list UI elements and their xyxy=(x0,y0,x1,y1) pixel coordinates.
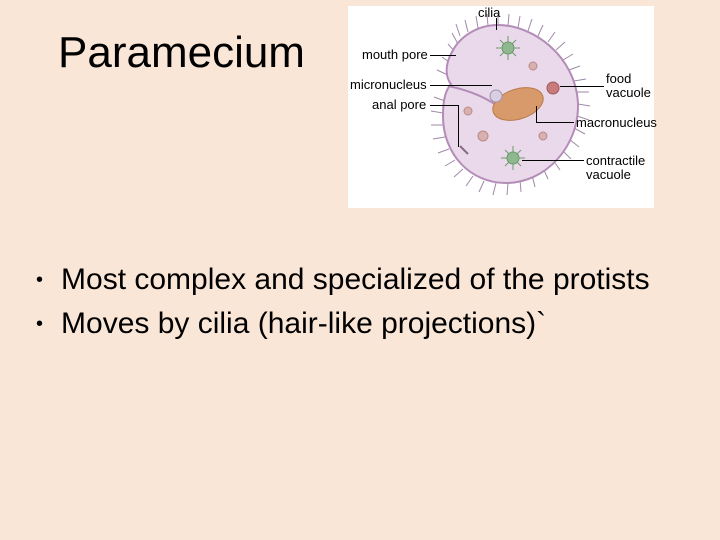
bullet-list: • Most complex and specialized of the pr… xyxy=(36,260,676,348)
list-item: • Moves by cilia (hair-like projections)… xyxy=(36,304,676,344)
leader-line xyxy=(536,106,537,123)
leader-line xyxy=(560,86,604,87)
food-vacuole xyxy=(547,82,559,94)
leader-line xyxy=(522,160,584,161)
leader-line xyxy=(536,122,574,123)
label-cilia: cilia xyxy=(478,6,500,20)
label-macronucleus: macronucleus xyxy=(576,116,657,130)
label-micronucleus: micronucleus xyxy=(350,78,427,92)
paramecium-diagram: cilia mouth pore micronucleus anal pore … xyxy=(348,6,654,208)
leader-line xyxy=(430,55,456,56)
leader-line xyxy=(458,105,459,147)
leader-line xyxy=(430,85,492,86)
small-vacuole xyxy=(529,62,537,70)
label-mouth-pore: mouth pore xyxy=(362,48,428,62)
small-vacuole xyxy=(539,132,547,140)
small-vacuole xyxy=(478,131,488,141)
label-anal-pore: anal pore xyxy=(372,98,426,112)
bullet-icon: • xyxy=(36,304,43,344)
bullet-icon: • xyxy=(36,260,43,300)
leader-line xyxy=(430,105,458,106)
small-vacuole xyxy=(464,107,472,115)
list-item: • Most complex and specialized of the pr… xyxy=(36,260,676,300)
label-contractile-vacuole: contractile vacuole xyxy=(586,154,645,181)
bullet-text: Moves by cilia (hair-like projections)` xyxy=(61,304,546,344)
leader-line xyxy=(496,18,497,30)
micronucleus xyxy=(490,90,502,102)
page-title: Paramecium xyxy=(58,28,305,78)
bullet-text: Most complex and specialized of the prot… xyxy=(61,260,650,300)
label-food-vacuole: food vacuole xyxy=(606,72,651,99)
